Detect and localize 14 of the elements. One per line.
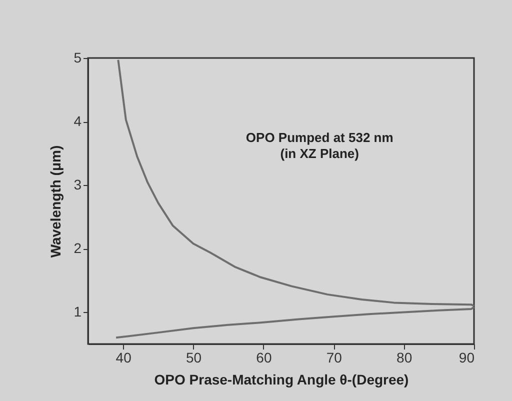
- y-tick-label: 2: [74, 240, 82, 256]
- y-tick-label: 1: [74, 304, 82, 320]
- x-tick-label: 40: [116, 350, 132, 366]
- y-tick-label: 3: [74, 176, 82, 193]
- annotation: OPO Pumped at 532 nm (in XZ Plane): [246, 130, 394, 162]
- y-axis-title: Wavelength (μm): [48, 145, 64, 258]
- x-tick-label: 90: [458, 350, 475, 366]
- y-tick-label: 4: [74, 113, 82, 130]
- y-tick-label: 5: [74, 50, 82, 66]
- x-tick-label: 60: [256, 350, 272, 366]
- x-axis-title: OPO Prase-Matching Angle θ-(Degree): [154, 372, 409, 388]
- x-tick-label: 50: [186, 350, 202, 366]
- x-tick-label: 80: [396, 350, 412, 366]
- x-tick-label: 70: [326, 350, 342, 366]
